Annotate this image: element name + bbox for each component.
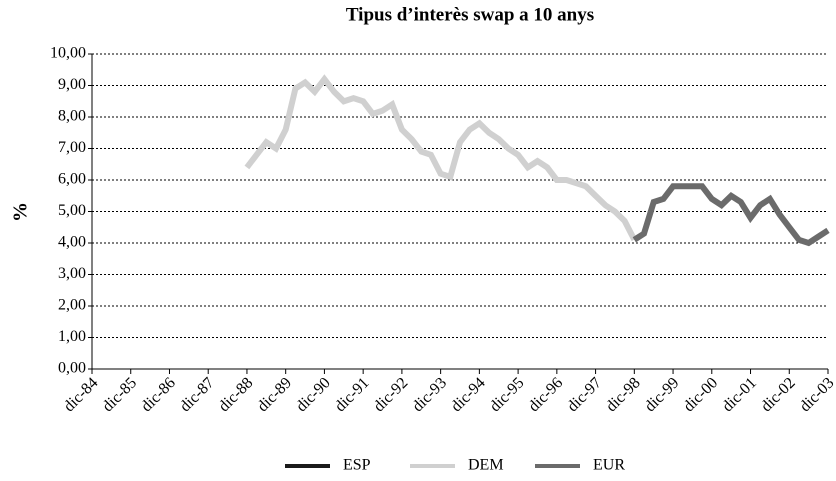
legend-label: ESP bbox=[343, 457, 371, 474]
x-tick-label: dic-92 bbox=[370, 374, 411, 415]
data-line bbox=[244, 74, 637, 242]
x-tick-label: dic-88 bbox=[215, 374, 256, 415]
x-tick-label: dic-96 bbox=[525, 374, 566, 415]
x-tick-label: dic-91 bbox=[332, 374, 373, 415]
y-tick-label: 7,00 bbox=[58, 139, 86, 156]
legend-label: EUR bbox=[593, 457, 625, 474]
y-tick-label: 9,00 bbox=[58, 76, 86, 93]
y-tick-label: 4,00 bbox=[58, 234, 86, 251]
x-tick-label: dic-93 bbox=[409, 374, 450, 415]
x-tick-label: dic-86 bbox=[138, 374, 179, 415]
data-line bbox=[632, 183, 830, 247]
y-tick-label: 1,00 bbox=[58, 328, 86, 345]
x-tick-label: dic-90 bbox=[293, 374, 334, 415]
y-tick-label: 2,00 bbox=[58, 297, 86, 314]
x-tick-label: dic-03 bbox=[797, 374, 836, 415]
y-axis-label: % bbox=[10, 202, 32, 222]
y-tick-label: 0,00 bbox=[58, 360, 86, 377]
x-tick-label: dic-97 bbox=[564, 374, 605, 415]
x-tick-label: dic-99 bbox=[642, 374, 683, 415]
y-tick-label: 10,00 bbox=[50, 45, 86, 62]
x-tick-label: dic-01 bbox=[719, 374, 760, 415]
x-tick-label: dic-02 bbox=[758, 374, 799, 415]
y-tick-label: 3,00 bbox=[58, 265, 86, 282]
x-tick-label: dic-85 bbox=[99, 374, 140, 415]
y-tick-label: 5,00 bbox=[58, 202, 86, 219]
x-tick-label: dic-94 bbox=[448, 374, 489, 415]
x-tick-label: dic-84 bbox=[61, 374, 102, 415]
x-tick-label: dic-98 bbox=[603, 374, 644, 415]
x-tick-label: dic-89 bbox=[254, 374, 295, 415]
x-tick-label: dic-87 bbox=[177, 374, 218, 415]
x-tick-label: dic-95 bbox=[487, 374, 528, 415]
y-tick-label: 8,00 bbox=[58, 108, 86, 125]
y-tick-label: 6,00 bbox=[58, 171, 86, 188]
chart-title: Tipus d’interès swap a 10 anys bbox=[346, 4, 594, 25]
legend-label: DEM bbox=[468, 457, 504, 474]
x-tick-label: dic-00 bbox=[680, 374, 721, 415]
